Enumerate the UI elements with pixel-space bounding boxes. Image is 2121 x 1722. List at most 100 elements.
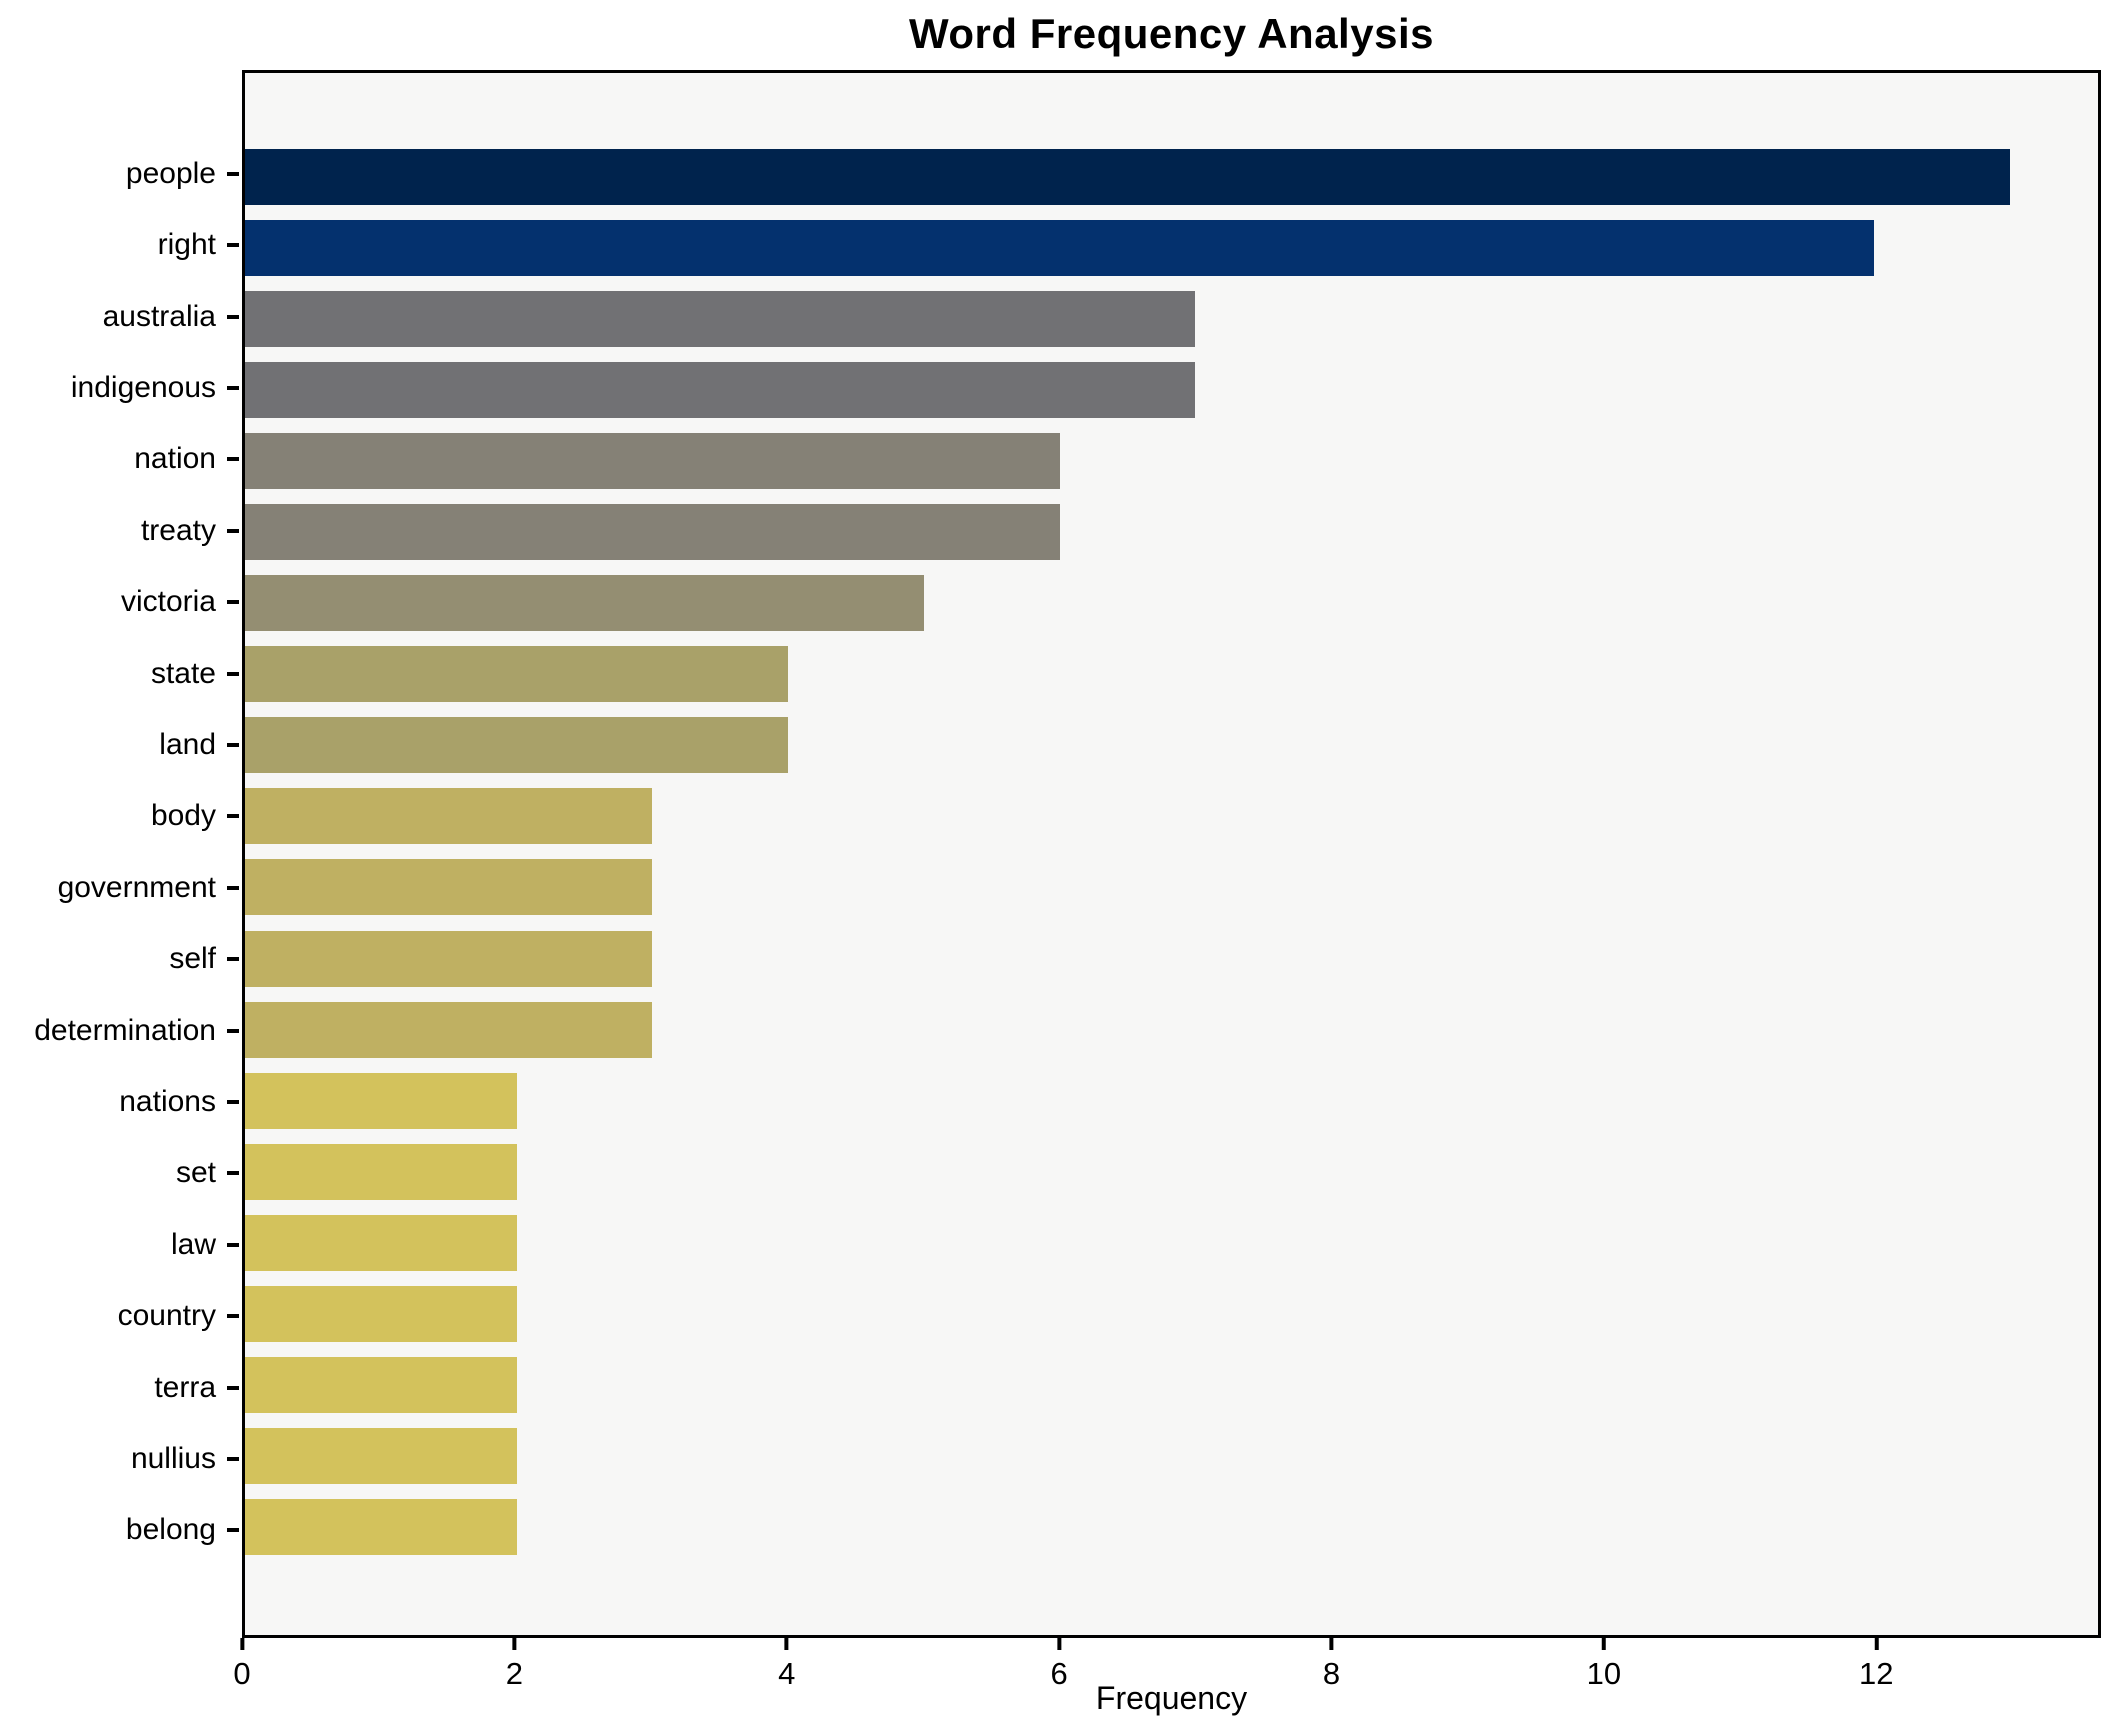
y-tick-mark xyxy=(227,1385,239,1390)
y-tick-label-australia: australia xyxy=(102,299,216,333)
x-tick: 0 xyxy=(233,1638,251,1692)
y-tick-label-state: state xyxy=(150,656,216,690)
bar-australia xyxy=(245,290,1196,347)
y-tick-row: set xyxy=(0,1138,242,1209)
y-tick-label-nations: nations xyxy=(119,1084,216,1118)
y-tick-mark xyxy=(227,885,239,890)
y-tick-mark xyxy=(227,1171,239,1176)
y-tick-row: government xyxy=(0,852,242,923)
x-tick: 8 xyxy=(1323,1638,1340,1692)
bar-right xyxy=(245,219,1874,276)
y-tick-label-government: government xyxy=(57,870,216,904)
bar-row xyxy=(245,639,2098,710)
y-tick-mark xyxy=(227,1528,239,1533)
x-tick-label-8: 8 xyxy=(1322,1656,1341,1691)
y-tick-row: people xyxy=(0,138,242,209)
bar-body xyxy=(245,788,653,845)
bar-land xyxy=(245,717,788,774)
y-tick-label-self: self xyxy=(169,942,216,976)
bar-row xyxy=(245,212,2098,283)
bar-indigenous xyxy=(245,361,1196,418)
bar-row xyxy=(245,1350,2098,1421)
bar-treaty xyxy=(245,504,1060,561)
x-tick-mark xyxy=(1874,1638,1879,1650)
x-tick-mark xyxy=(1329,1638,1334,1650)
bar-row xyxy=(245,1492,2098,1563)
bar-row xyxy=(245,994,2098,1065)
bar-state xyxy=(245,646,788,703)
y-tick-label-nullius: nullius xyxy=(130,1442,216,1476)
bar-row xyxy=(245,496,2098,567)
bar-row xyxy=(245,1065,2098,1136)
x-tick: 6 xyxy=(1051,1638,1068,1692)
bar-row xyxy=(245,283,2098,354)
bar-people xyxy=(245,148,2010,205)
x-axis-title: Frequency xyxy=(1095,1680,1248,1716)
y-tick-mark xyxy=(227,528,239,533)
bars-container xyxy=(245,73,2098,1635)
x-tick-label-0: 0 xyxy=(233,1656,251,1691)
y-tick-row: australia xyxy=(0,281,242,352)
bar-row xyxy=(245,141,2098,212)
y-tick-mark xyxy=(227,1099,239,1104)
y-tick-mark xyxy=(227,1314,239,1319)
y-tick-mark xyxy=(227,1242,239,1247)
bar-terra xyxy=(245,1357,517,1414)
x-tick-label-6: 6 xyxy=(1050,1656,1068,1691)
y-tick-row: state xyxy=(0,638,242,709)
y-tick-mark xyxy=(227,314,239,319)
x-tick-mark xyxy=(1601,1638,1606,1650)
y-tick-row: law xyxy=(0,1209,242,1280)
x-tick: 12 xyxy=(1859,1638,1894,1692)
bar-row xyxy=(245,923,2098,994)
y-tick-label-terra: terra xyxy=(154,1370,216,1404)
y-tick-mark xyxy=(227,457,239,462)
bar-government xyxy=(245,859,653,916)
y-tick-mark xyxy=(227,171,239,176)
x-tick-label-12: 12 xyxy=(1859,1656,1894,1691)
y-tick-row: nation xyxy=(0,424,242,495)
y-tick-label-set: set xyxy=(175,1156,216,1190)
y-tick-label-country: country xyxy=(117,1299,216,1333)
bar-country xyxy=(245,1286,517,1343)
y-tick-label-law: law xyxy=(170,1227,216,1261)
y-tick-row: determination xyxy=(0,995,242,1066)
y-tick-row: terra xyxy=(0,1352,242,1423)
y-tick-row: belong xyxy=(0,1495,242,1566)
y-tick-row: right xyxy=(0,209,242,280)
y-tick-row: body xyxy=(0,781,242,852)
x-tick-mark xyxy=(512,1638,517,1650)
y-tick-label-people: people xyxy=(125,156,216,190)
bar-row xyxy=(245,425,2098,496)
bar-row xyxy=(245,781,2098,852)
bar-row xyxy=(245,852,2098,923)
x-tick: 4 xyxy=(778,1638,795,1692)
y-tick-label-nation: nation xyxy=(134,442,216,476)
y-tick-row: country xyxy=(0,1281,242,1352)
y-tick-row: treaty xyxy=(0,495,242,566)
bar-determination xyxy=(245,1001,653,1058)
y-tick-row: victoria xyxy=(0,566,242,637)
y-tick-mark xyxy=(227,243,239,248)
y-tick-mark xyxy=(227,1028,239,1033)
bar-victoria xyxy=(245,575,924,632)
bar-row xyxy=(245,1279,2098,1350)
y-tick-label-indigenous: indigenous xyxy=(70,370,216,404)
x-tick-label-4: 4 xyxy=(778,1656,796,1691)
x-tick-mark xyxy=(784,1638,789,1650)
y-tick-label-treaty: treaty xyxy=(140,513,216,547)
bar-row xyxy=(245,1207,2098,1278)
bar-row xyxy=(245,710,2098,781)
y-tick-label-body: body xyxy=(150,799,216,833)
y-tick-mark xyxy=(227,671,239,676)
bar-row xyxy=(245,568,2098,639)
y-tick-mark xyxy=(227,385,239,390)
y-tick-row: nullius xyxy=(0,1423,242,1494)
y-tick-mark xyxy=(227,957,239,962)
bar-set xyxy=(245,1143,517,1200)
x-tick: 10 xyxy=(1587,1638,1621,1692)
bar-row xyxy=(245,1136,2098,1207)
bar-self xyxy=(245,930,653,987)
x-tick: 2 xyxy=(506,1638,523,1692)
y-tick-row: indigenous xyxy=(0,352,242,423)
